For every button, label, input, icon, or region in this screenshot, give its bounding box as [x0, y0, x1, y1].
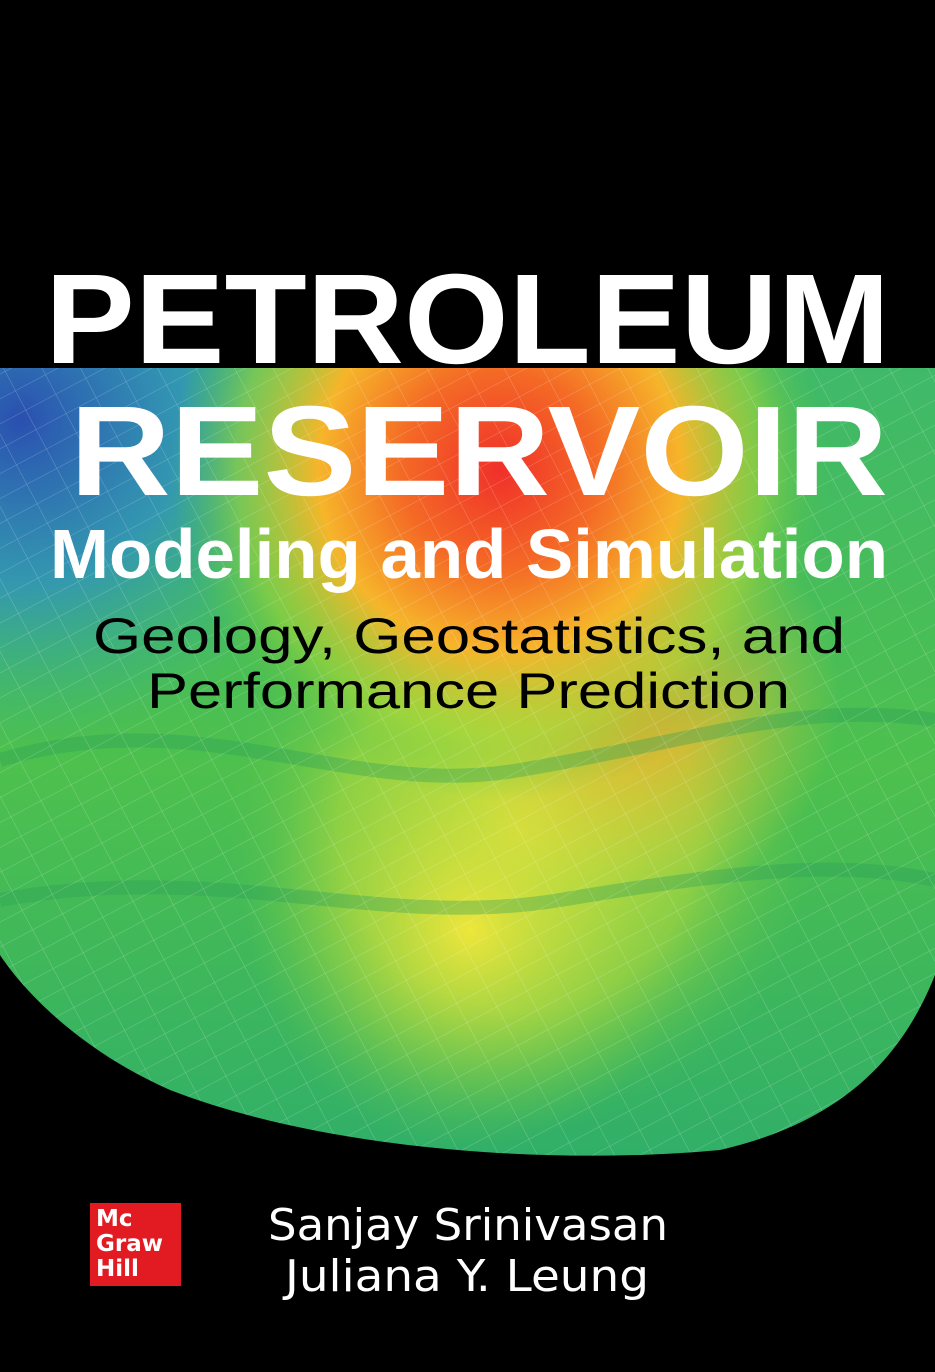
subtitle-line-2: Performance Prediction [147, 663, 790, 719]
authors: Sanjay Srinivasan Juliana Y. Leung [268, 1200, 668, 1302]
title-line-petroleum: PETROLEUM [45, 248, 890, 391]
title-block: PETROLEUM RESERVOIR Modeling and Simulat… [45, 248, 890, 719]
logo-text: Graw [96, 1231, 163, 1257]
logo-text: Hill [96, 1256, 139, 1282]
title-line-modeling: Modeling and Simulation [50, 515, 888, 593]
reservoir-surface-illustration [0, 368, 935, 1156]
title-line-reservoir: RESERVOIR [70, 380, 888, 523]
logo-text: Mc [96, 1206, 133, 1232]
subtitle-line-1: Geology, Geostatistics, and [93, 608, 845, 664]
author-name: Sanjay Srinivasan [268, 1200, 668, 1251]
author-name: Juliana Y. Leung [282, 1251, 649, 1302]
mcgraw-hill-logo: Mc Graw Hill [90, 1203, 181, 1286]
